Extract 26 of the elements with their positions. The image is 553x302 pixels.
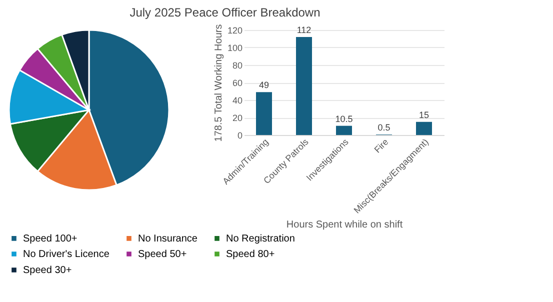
y-axis-title: 178.5 Total Working Hours (213, 24, 224, 142)
data-label: 49 (258, 80, 270, 90)
y-tick-label: 60 (232, 78, 242, 88)
bar (296, 37, 312, 135)
y-tick-label: 120 (227, 26, 242, 36)
x-axis-title: Hours Spent while on shift (286, 219, 403, 230)
y-tick-label: 100 (227, 43, 242, 53)
legend-label: Speed 30+ (23, 265, 72, 276)
data-label: 0.5 (378, 122, 390, 133)
data-label: 112 (296, 25, 312, 35)
legend-label: No Driver's Licence (23, 249, 110, 260)
y-tick-label: 80 (232, 60, 242, 70)
bar (336, 126, 352, 135)
legend-label: No Registration (226, 233, 295, 244)
legend-label: No Insurance (138, 233, 198, 244)
legend-label: Speed 50+ (138, 249, 187, 260)
data-label: 15 (418, 110, 430, 120)
y-tick-label: 40 (232, 96, 242, 106)
data-label: 10.5 (335, 114, 353, 124)
chart-title: July 2025 Peace Officer Breakdown (130, 6, 320, 20)
bar (416, 122, 432, 135)
legend-label: Speed 100+ (23, 233, 78, 244)
bar (256, 92, 272, 135)
y-tick-label: 20 (232, 113, 242, 123)
y-tick-label: 0 (237, 130, 242, 140)
legend-label: Speed 80+ (226, 249, 275, 260)
